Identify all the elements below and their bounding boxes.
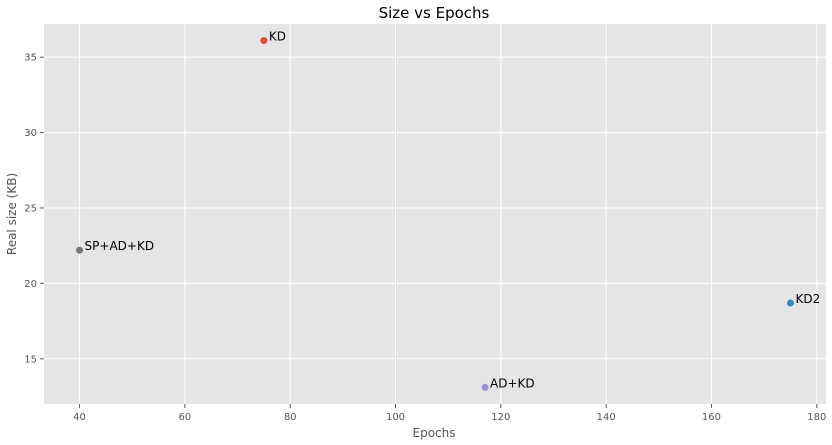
data-point [76,246,84,254]
y-tick-label: 20 [24,279,37,290]
y-axis-label: Real size (KB) [5,173,19,255]
data-point [260,37,268,45]
data-point [786,299,794,307]
x-tick-label: 100 [386,412,405,423]
x-tick-label: 140 [597,412,616,423]
y-tick-label: 25 [24,203,37,214]
x-tick-label: 80 [284,412,297,423]
data-point-label: KD [269,30,286,44]
x-tick-label: 40 [73,412,86,423]
data-point-label: KD2 [795,292,820,306]
chart-title: Size vs Epochs [379,4,490,22]
y-axis-ticks: 15 20 25 30 35 [24,53,44,365]
x-tick-label: 120 [491,412,510,423]
y-tick-label: 15 [24,354,37,365]
x-axis-ticks: 40 60 80 100 120 140 160 180 [73,404,826,423]
data-point-label: SP+AD+KD [85,239,155,253]
grid [44,24,826,404]
data-points: KD SP+AD+KD KD2 AD+KD [76,30,820,391]
x-tick-label: 60 [178,412,191,423]
data-point-label: AD+KD [490,376,535,390]
x-axis-label: Epochs [413,426,456,440]
x-tick-label: 160 [702,412,721,423]
plot-area [44,24,826,404]
data-point [481,383,489,391]
y-tick-label: 35 [24,53,37,64]
x-tick-label: 180 [807,412,826,423]
y-tick-label: 30 [24,128,37,139]
